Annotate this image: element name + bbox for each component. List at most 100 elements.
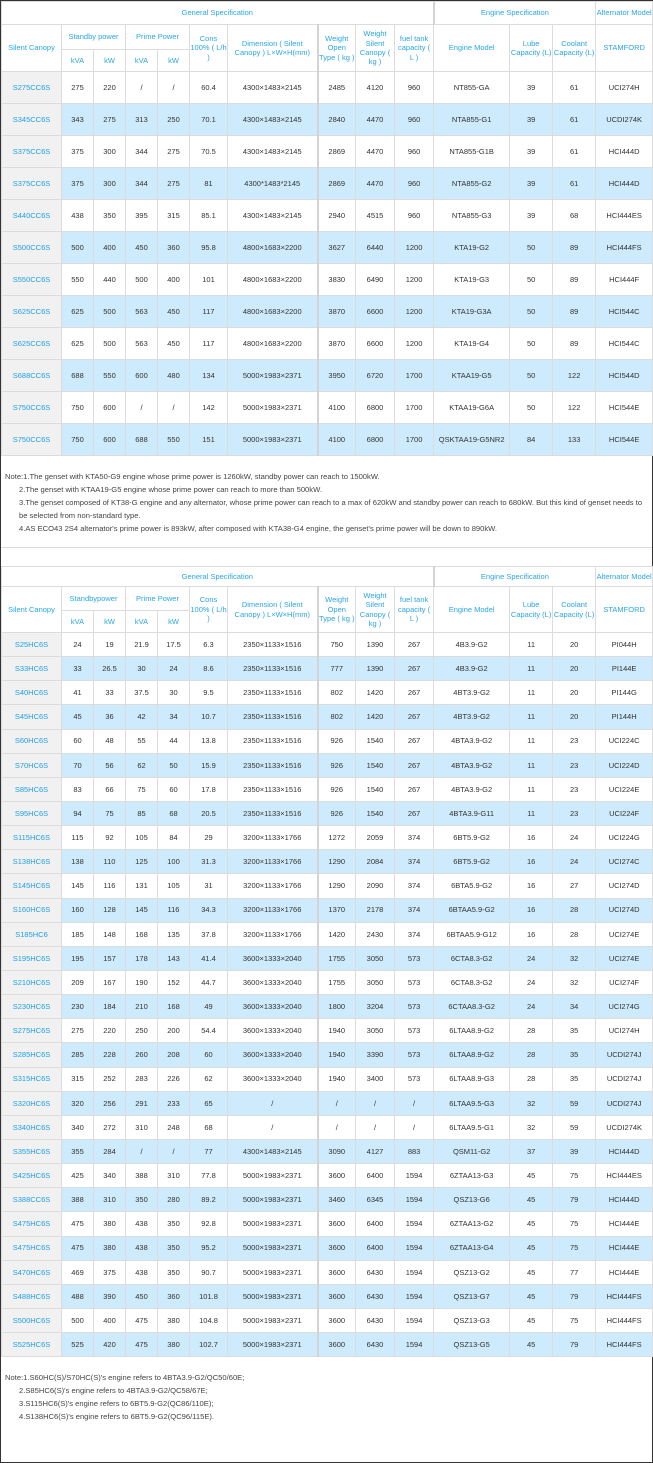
- cell-model[interactable]: S33HC6S: [1, 656, 62, 682]
- cell-model[interactable]: S500HC6S: [1, 1307, 62, 1334]
- cell-model[interactable]: S230HC6S: [1, 994, 62, 1020]
- cell-model[interactable]: S25HC6S: [1, 631, 62, 658]
- silent-canopy-header: Silent Canopy: [1, 24, 62, 72]
- cell-model[interactable]: S195HC6S: [1, 945, 62, 971]
- cell-model[interactable]: S115HC6S: [1, 825, 62, 851]
- cell-standby-kw: 300: [93, 135, 126, 168]
- prime-power-header: Prime Power: [125, 586, 190, 611]
- cell-model[interactable]: S138HC6S: [1, 849, 62, 875]
- cell-model[interactable]: S185HC6: [1, 921, 62, 947]
- cell-model[interactable]: S488HC6S: [1, 1283, 62, 1309]
- cell-standby-kw: 340: [93, 1163, 126, 1189]
- cell-prime-kw: 350: [157, 1211, 190, 1237]
- cell-model[interactable]: S345CC6S: [1, 103, 62, 136]
- table-row: S355HC6S 355 284//77 4300×1483×2145 3090 4127…: [1, 1138, 653, 1165]
- cell-standby-kw: 19: [93, 631, 126, 658]
- cell-model[interactable]: S750CC6S: [1, 423, 62, 456]
- cell-model[interactable]: S320HC6S: [1, 1090, 62, 1116]
- cell-model[interactable]: S688CC6S: [1, 359, 62, 392]
- cell-prime-kw: 44: [157, 728, 190, 754]
- cell-dimension: 5000×1983×2371: [227, 1235, 318, 1261]
- cell-standby-kva: 750: [61, 423, 94, 456]
- cell-cons: 92.8: [189, 1211, 228, 1237]
- general-specification-header: General Specification: [0, 1, 435, 25]
- cell-standby-kva: 438: [61, 199, 94, 232]
- cell-prime-kw: 105: [157, 873, 190, 899]
- cell-standby-kva: 340: [61, 1114, 94, 1140]
- cell-weight-silent: 2084: [355, 849, 395, 875]
- cell-model[interactable]: S750CC6S: [1, 391, 62, 424]
- cell-model[interactable]: S95HC6S: [1, 800, 62, 827]
- table1-spec-table: General Specification Engine Specificatio…: [0, 1, 653, 456]
- cell-model[interactable]: S375CC6S: [1, 167, 62, 200]
- table-row: S750CC6S 750 600//142 5000×1983×2371 4100 680…: [1, 391, 653, 424]
- cell-model[interactable]: S425HC6S: [1, 1163, 62, 1189]
- cell-model[interactable]: S340HC6S: [1, 1114, 62, 1140]
- standby-kva-header: kVA: [61, 49, 94, 72]
- cell-prime-kw: 84: [157, 825, 190, 851]
- cell-coolant: 35: [552, 1018, 597, 1044]
- cell-cons: 77.8: [189, 1163, 228, 1189]
- cell-weight-open: 3600: [316, 1163, 356, 1189]
- cell-dimension: 3600×1333×2040: [227, 969, 318, 996]
- cell-standby-kva: 94: [61, 800, 94, 827]
- cell-coolant: 20: [552, 656, 597, 682]
- cell-model[interactable]: S145HC6S: [1, 873, 62, 899]
- cell-dimension: 3200×1133×1766: [227, 873, 318, 899]
- cell-lube: 16: [509, 825, 554, 851]
- cell-prime-kva: 500: [125, 263, 158, 296]
- dimension-header: Dimension ( Silent Canopy ) L×W×H(mm): [227, 24, 318, 72]
- cell-coolant: 23: [552, 728, 597, 754]
- cell-standby-kva: 375: [61, 135, 94, 168]
- cell-dimension: 4300×1483×2145: [227, 1138, 318, 1165]
- cell-alternator: HCI544D: [595, 359, 653, 392]
- cell-weight-open: 3600: [316, 1235, 356, 1261]
- cell-alternator: UCI274C: [595, 849, 653, 875]
- cell-model[interactable]: S210HC6S: [1, 969, 62, 996]
- cell-alternator: HCI444E: [595, 1235, 653, 1261]
- cell-standby-kw: 128: [93, 897, 126, 923]
- cell-model[interactable]: S625CC6S: [1, 295, 62, 328]
- cell-weight-open: 3090: [316, 1138, 356, 1165]
- cell-model[interactable]: S85HC6S: [1, 776, 62, 802]
- cell-prime-kva: 450: [125, 1283, 158, 1309]
- cell-model[interactable]: S275HC6S: [1, 1018, 62, 1044]
- cell-fuel-tank: 267: [393, 631, 435, 658]
- cell-dimension: 4800×1683×2200: [227, 263, 318, 296]
- cell-cons: 117: [189, 327, 228, 360]
- cell-weight-silent: 4127: [355, 1138, 395, 1165]
- cell-fuel-tank: 1594: [393, 1187, 435, 1213]
- cell-standby-kva: 625: [61, 295, 94, 328]
- cell-dimension: 5000×1983×2371: [227, 1332, 318, 1358]
- cell-model[interactable]: S315HC6S: [1, 1066, 62, 1092]
- cell-model[interactable]: S475HC6S: [1, 1211, 62, 1237]
- cell-model[interactable]: S275CC6S: [1, 71, 62, 104]
- cell-coolant: 68: [552, 199, 597, 232]
- cell-model[interactable]: S525HC6S: [1, 1332, 62, 1358]
- cell-model[interactable]: S45HC6S: [1, 704, 62, 730]
- cell-model[interactable]: S375CC6S: [1, 135, 62, 168]
- cell-engine-model: QSZ13-G7: [433, 1283, 511, 1309]
- cell-model[interactable]: S40HC6S: [1, 680, 62, 706]
- table-row: S375CC6S 375 300 344 275 70.5 4300×1483×2145 28…: [1, 135, 653, 168]
- cell-model[interactable]: S500CC6S: [1, 231, 62, 264]
- cell-model[interactable]: S70HC6S: [1, 752, 62, 778]
- cell-model[interactable]: S440CC6S: [1, 199, 62, 232]
- cell-model[interactable]: S60HC6S: [1, 728, 62, 754]
- cell-model[interactable]: S550CC6S: [1, 263, 62, 296]
- cell-model[interactable]: S470HC6S: [1, 1259, 62, 1285]
- cell-coolant: 61: [552, 135, 597, 168]
- cell-fuel-tank: 374: [393, 849, 435, 875]
- cell-model[interactable]: S285HC6S: [1, 1042, 62, 1068]
- cell-model[interactable]: S160HC6S: [1, 897, 62, 923]
- cell-coolant: 79: [552, 1332, 597, 1358]
- cell-cons: 95.2: [189, 1235, 228, 1261]
- cell-model[interactable]: S625CC6S: [1, 327, 62, 360]
- cell-model[interactable]: S475HC6S: [1, 1235, 62, 1261]
- cell-standby-kw: 75: [93, 800, 126, 827]
- cell-prime-kva: 145: [125, 897, 158, 923]
- cell-standby-kw: 66: [93, 776, 126, 802]
- cell-model[interactable]: S355HC6S: [1, 1138, 62, 1165]
- cell-model[interactable]: S388CC6S: [1, 1187, 62, 1213]
- cell-weight-silent: 6430: [355, 1283, 395, 1309]
